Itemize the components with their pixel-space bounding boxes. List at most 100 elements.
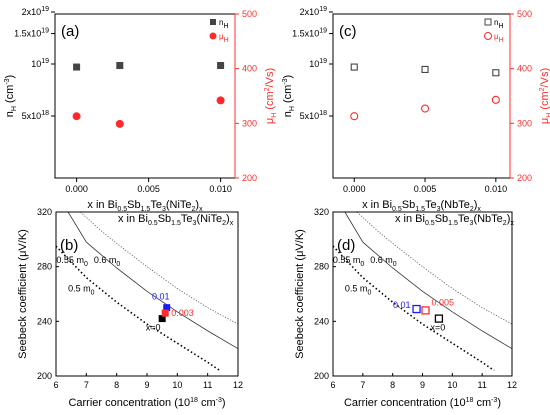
text-run: μ xyxy=(539,118,550,124)
text-run: 5x10 xyxy=(22,111,42,121)
text-run: n xyxy=(4,111,16,117)
text-run: (NiTe xyxy=(166,199,192,211)
text-run: x in Bi xyxy=(362,199,392,211)
text-run: Te xyxy=(458,213,470,225)
point-0.01 xyxy=(412,304,421,314)
text-run: x in Bi xyxy=(118,213,148,225)
subscript: 0.5 xyxy=(392,206,402,213)
text-run: 1.5x10 xyxy=(292,29,319,39)
subscript: 0 xyxy=(116,261,120,268)
x-tick-label: 11 xyxy=(203,380,212,390)
mu-point xyxy=(350,112,359,121)
nh-point xyxy=(421,65,429,73)
nh-point xyxy=(116,62,124,70)
label-0.01: 0.01 xyxy=(152,292,170,302)
label-x0: x=0 xyxy=(431,323,446,333)
text-run: x in Bi xyxy=(87,199,117,211)
curve-0.6-m0 xyxy=(80,212,238,325)
y-tick-label: 200 xyxy=(37,371,52,381)
point-0.003 xyxy=(161,309,169,317)
x-axis-label: Carrier concentration (1018 cm-3) xyxy=(344,397,501,409)
text-run: Te xyxy=(181,213,193,225)
y-left-tick-label: 1.5x1019 xyxy=(14,28,49,39)
text-run: μ xyxy=(219,32,224,41)
point-x=0 xyxy=(434,314,444,323)
y-right-axis-label: μH (cm2/Vs) xyxy=(264,68,278,124)
x-tick-label: 9 xyxy=(420,380,425,390)
point-x=0 xyxy=(158,315,166,323)
text-run: 0.6 m xyxy=(94,255,117,265)
superscript: 2 xyxy=(539,87,546,91)
text-run: /Vs) xyxy=(539,68,550,88)
curve-0.55-m0 xyxy=(67,212,238,350)
panel-title: x in Bi0.5Sb1.5Te3(NiTe2)x xyxy=(118,213,234,227)
x-tick-label: 0.000 xyxy=(65,184,88,194)
text-run: (cm xyxy=(282,85,294,106)
subscript: H xyxy=(498,23,503,30)
text-run: ) xyxy=(4,75,16,79)
label-0.005: 0.005 xyxy=(431,297,454,307)
subscript: x xyxy=(230,220,234,227)
x-axis-label: x in Bi0.5Sb1.5Te3(NiTe2)x xyxy=(87,199,203,213)
label-0.5m0: 0.5 m0 xyxy=(345,284,372,297)
legend-marker-mu xyxy=(209,32,217,40)
x-tick-label: 0.010 xyxy=(209,184,232,194)
legend-label-mu: μH xyxy=(219,32,229,44)
legend-marker-mu xyxy=(484,32,492,40)
x-axis-label: Carrier concentration (1018 cm-3) xyxy=(68,397,225,409)
y-left-tick-label: 2x1019 xyxy=(300,6,327,17)
superscript: 18 xyxy=(41,110,49,117)
y-right-tick-label: 200 xyxy=(517,173,532,183)
label-0.6m0: 0.6 m0 xyxy=(94,255,121,268)
text-run: ) xyxy=(195,199,199,211)
legend-label-nh: nH xyxy=(219,18,229,30)
curve-0.6-m0 xyxy=(356,212,512,325)
superscript: -3 xyxy=(491,397,497,404)
y-left-axis-label: nH (cm-3) xyxy=(4,75,18,117)
subscript: 3 xyxy=(193,220,197,227)
y-left-tick-label: 2x1019 xyxy=(22,6,49,17)
y-left-tick-label: 1.5x1019 xyxy=(292,28,327,39)
y-tick-label: 320 xyxy=(314,207,329,217)
x-tick-label: 0.010 xyxy=(485,184,508,194)
point-0.005 xyxy=(421,306,430,315)
subscript: 0.5 xyxy=(117,206,127,213)
superscript: -3 xyxy=(216,397,222,404)
x-tick-label: 6 xyxy=(330,380,335,390)
text-run: Seebeck coefficient (μV/K) xyxy=(17,229,29,359)
text-run: Seebeck coefficient (μV/K) xyxy=(294,229,306,359)
mu-point xyxy=(420,104,430,113)
text-run: 0.5 m xyxy=(345,284,368,294)
subscript: 2 xyxy=(503,220,507,227)
panel-label: (a) xyxy=(61,23,79,40)
subscript: 0.5 xyxy=(425,220,435,227)
superscript: 18 xyxy=(466,397,474,404)
y-right-axis-label: μH (cm2/Vs) xyxy=(539,68,550,124)
y-left-tick-label: 1019 xyxy=(309,58,327,69)
superscript: 18 xyxy=(190,397,198,404)
text-run: n xyxy=(219,18,223,27)
subscript: x xyxy=(510,220,514,227)
x-tick-label: 0.005 xyxy=(137,184,160,194)
y-right-tick-label: 500 xyxy=(517,9,532,19)
text-run: ) xyxy=(497,397,501,409)
x-tick-label: 12 xyxy=(233,380,243,390)
x-tick-label: 10 xyxy=(172,380,182,390)
subscript: H xyxy=(289,106,296,111)
subscript: 1.5 xyxy=(415,206,425,213)
x-tick-label: 0.000 xyxy=(343,184,366,194)
y-left-tick-label: 1019 xyxy=(31,58,49,69)
text-run: n xyxy=(282,111,294,117)
text-run: Sb xyxy=(435,213,448,225)
y-right-tick-label: 300 xyxy=(517,118,532,128)
label-0.55m0: 0.55 m0 xyxy=(333,255,365,268)
superscript: 19 xyxy=(41,6,49,13)
y-axis-label: Seebeck coefficient (μV/K) xyxy=(294,229,306,359)
mu-point xyxy=(216,96,225,105)
text-run: 0.55 m xyxy=(56,255,84,265)
x-tick-label: 11 xyxy=(477,380,486,390)
panel-label: (c) xyxy=(339,23,357,40)
